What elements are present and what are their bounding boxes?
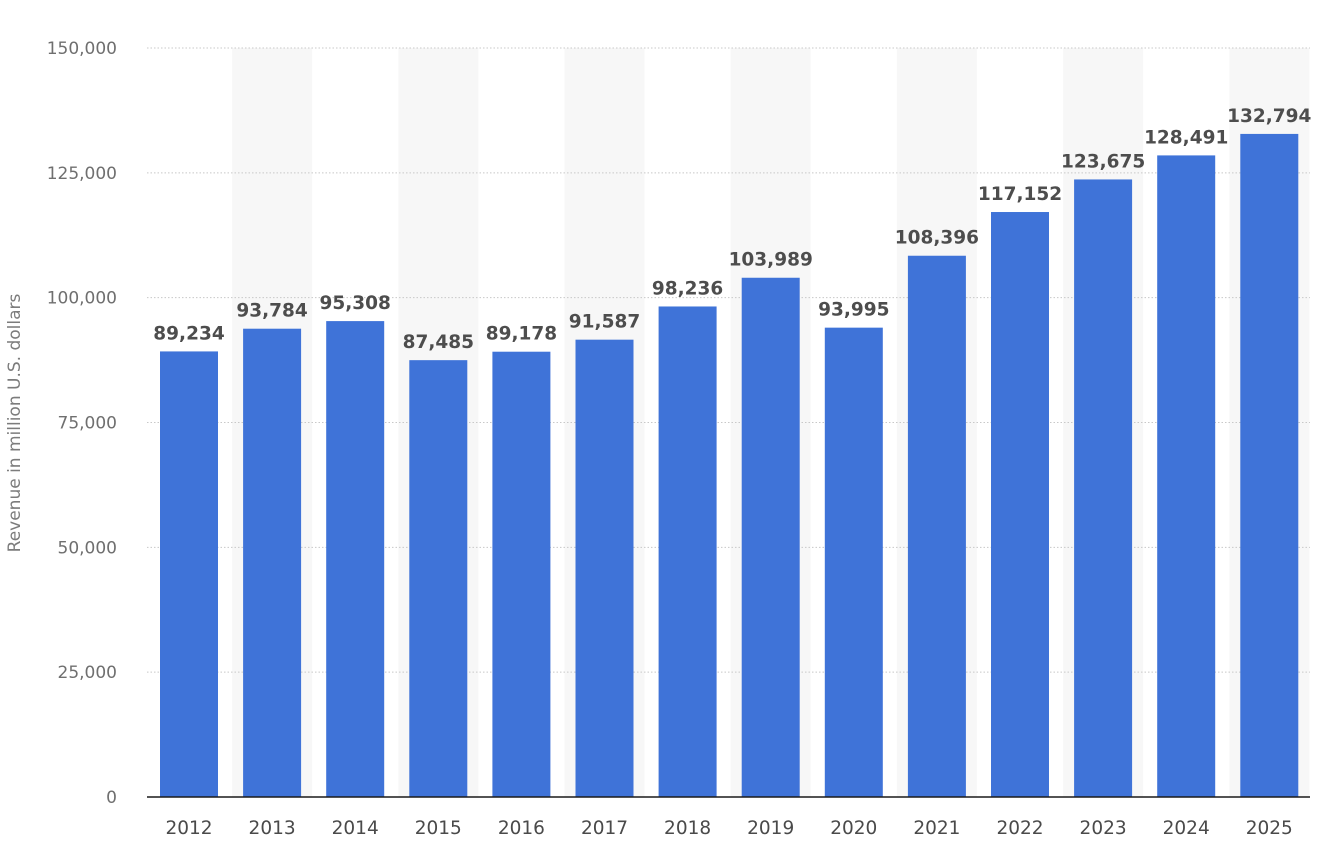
y-tick-label: 125,000 [47,164,117,184]
data-label-2019: 103,989 [729,250,813,271]
data-label-2020: 93,995 [818,300,889,321]
x-tick-label: 2019 [747,818,794,839]
data-label-2017: 91,587 [569,312,640,333]
x-axis-ticks: 2012 2013 2014 2015 2016 2017 2018 2019 2020 2021… [165,818,1292,839]
bar-2024 [1157,155,1216,797]
bar-2012 [160,351,218,797]
bar-2023 [1074,179,1133,798]
data-label-2013: 93,784 [236,301,308,322]
x-tick-label: 2016 [498,818,545,839]
bar-2025 [1240,133,1299,798]
y-tick-label: 75,000 [58,414,117,434]
data-label-2025: 132,794 [1227,106,1311,127]
bar-2015 [409,360,468,797]
data-label-2022: 117,152 [978,184,1062,205]
x-tick-label: 2014 [332,818,379,839]
y-axis-label: Revenue in million U.S. dollars [5,293,25,552]
bar-2016 [492,351,551,797]
x-tick-label: 2021 [913,818,960,839]
bar-2018 [658,306,717,797]
data-label-2012: 89,234 [153,323,225,344]
y-tick-label: 25,000 [58,663,117,683]
data-labels: 89,234 93,784 95,308 87,485 89,178 91,587 98,2… [153,106,1311,353]
bar-2021 [907,255,966,797]
data-label-2016: 89,178 [486,324,557,345]
x-tick-label: 2023 [1080,818,1127,839]
bar-2020 [824,327,883,797]
y-tick-label: 50,000 [58,538,117,558]
bar-2017 [575,339,634,797]
x-tick-label: 2022 [996,818,1043,839]
y-tick-label: 100,000 [47,289,117,309]
data-label-2021: 108,396 [895,228,979,249]
bar-2013 [243,328,302,797]
x-tick-label: 2013 [249,818,296,839]
bars [160,133,1299,798]
x-tick-label: 2017 [581,818,628,839]
y-tick-label: 150,000 [47,39,117,59]
x-tick-label: 2025 [1246,818,1293,839]
data-label-2023: 123,675 [1061,151,1145,172]
y-tick-label: 0 [106,788,117,808]
bar-2022 [991,212,1049,798]
y-axis-ticks: 0 25,000 50,000 75,000 100,000 125,000 150,000 [47,39,117,808]
data-label-2015: 87,485 [403,332,474,353]
bar-2019 [741,277,800,797]
data-label-2018: 98,236 [652,278,723,299]
x-tick-label: 2012 [165,818,212,839]
x-tick-label: 2018 [664,818,711,839]
x-tick-label: 2015 [415,818,462,839]
data-label-2024: 128,491 [1144,127,1228,148]
x-tick-label: 2024 [1163,818,1210,839]
data-label-2014: 95,308 [320,293,391,314]
bar-2014 [326,321,385,797]
x-tick-label: 2020 [830,818,877,839]
